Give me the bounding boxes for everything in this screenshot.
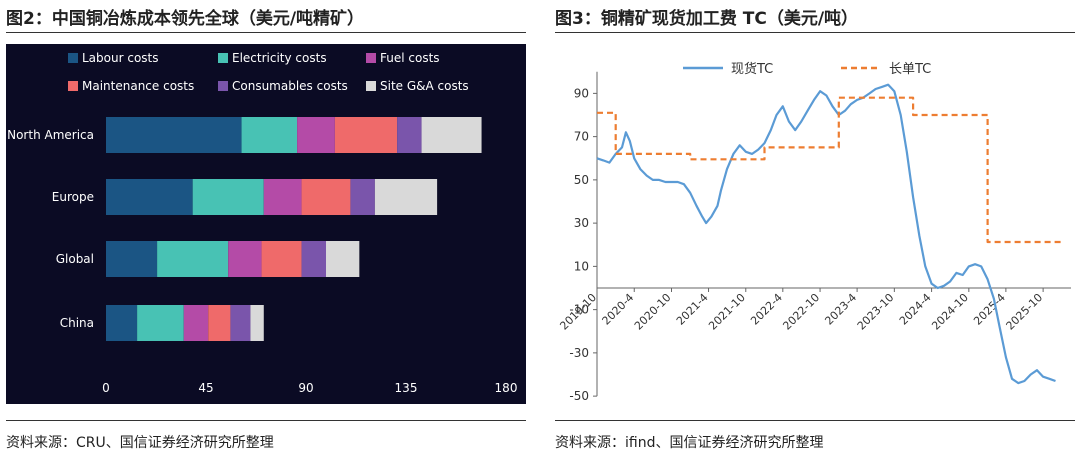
x-tick-label: 2025-4 <box>971 291 1008 328</box>
bar-segment <box>241 117 298 153</box>
category-label: Global <box>56 252 94 266</box>
legend-label: Electricity costs <box>232 51 327 65</box>
left-chart-title: 图2：中国铜冶炼成本领先全球（美元/吨精矿） <box>6 9 365 29</box>
y-tick-label: -30 <box>569 346 589 360</box>
right-source-rule <box>555 420 1075 421</box>
x-tick-label: 2024-4 <box>897 291 934 328</box>
x-tick-label: 180 <box>495 381 518 395</box>
right-chart-title: 图3：铜精矿现货加工费 TC（美元/吨） <box>555 9 859 29</box>
bar-segment <box>301 179 351 215</box>
bar-segment <box>106 117 242 153</box>
y-tick-label: -50 <box>569 389 589 403</box>
bar-segment <box>157 241 229 277</box>
x-tick-label: 2023-4 <box>822 291 859 328</box>
legend-swatch <box>366 53 376 63</box>
x-tick-label: 2024-10 <box>929 291 971 333</box>
x-tick-label: 2022-4 <box>748 291 785 328</box>
x-tick-label: 90 <box>298 381 313 395</box>
legend-swatch <box>68 81 78 91</box>
category-label: China <box>60 316 94 330</box>
bar-segment <box>334 117 398 153</box>
bar-segment <box>261 241 302 277</box>
x-tick-label: 0 <box>102 381 110 395</box>
y-tick-label: 70 <box>574 130 589 144</box>
x-tick-label: 2023-10 <box>855 291 897 333</box>
bar-segment <box>230 305 251 341</box>
legend-label: Site G&A costs <box>380 79 469 93</box>
right-source-note: 资料来源：ifind、国信证券经济研究所整理 <box>555 435 824 451</box>
x-tick-label: 2021-4 <box>674 291 711 328</box>
bar-segment <box>350 179 375 215</box>
bar-segment <box>397 117 422 153</box>
bar-segment <box>250 305 264 341</box>
bar-segment <box>297 117 335 153</box>
chart-background <box>6 44 526 404</box>
x-tick-label: 2020-4 <box>600 291 637 328</box>
left-source-rule <box>6 420 526 421</box>
legend-label: Labour costs <box>82 51 159 65</box>
bar-segment <box>263 179 302 215</box>
bar-segment <box>421 117 482 153</box>
left-source-note: 资料来源：CRU、国信证券经济研究所整理 <box>6 435 274 451</box>
category-label: Europe <box>52 190 94 204</box>
spot-tc-line <box>596 83 1056 385</box>
x-tick-label: 45 <box>198 381 213 395</box>
legend-label: Fuel costs <box>380 51 440 65</box>
legend-swatch <box>218 53 228 63</box>
stacked-bar-chart: Labour costs Electricity costs Fuel costs M… <box>6 44 526 404</box>
x-tick-label: 2025-10 <box>1004 291 1046 333</box>
legend-swatch <box>366 81 376 91</box>
legend-label: Maintenance costs <box>82 79 194 93</box>
bar-segment <box>183 305 209 341</box>
y-tick-label: 50 <box>574 173 589 187</box>
bar-segment <box>326 241 360 277</box>
bar-segment <box>228 241 262 277</box>
bar-segment <box>301 241 326 277</box>
bar-segment <box>192 179 264 215</box>
bar-segment <box>106 241 158 277</box>
y-tick-label: 30 <box>574 216 589 230</box>
left-title-rule <box>6 32 526 33</box>
y-tick-label: 90 <box>574 86 589 100</box>
x-tick-label: 2019-10 <box>557 291 599 333</box>
legend-swatch <box>218 81 228 91</box>
category-label: North America <box>7 128 94 142</box>
y-tick-label: -10 <box>569 303 589 317</box>
legend-swatch <box>68 53 78 63</box>
x-tick-label: 2021-10 <box>706 291 748 333</box>
bar-segment <box>106 179 193 215</box>
legend-label: 长单TC <box>889 62 931 77</box>
x-tick-label: 135 <box>395 381 418 395</box>
bar-segment <box>106 305 138 341</box>
legend-label: Consumables costs <box>232 79 348 93</box>
contract-tc-line <box>597 96 1062 244</box>
legend-label: 现货TC <box>731 61 773 77</box>
bar-segment <box>374 179 438 215</box>
right-title-rule <box>555 32 1075 33</box>
bar-segment <box>208 305 231 341</box>
bar-segment <box>137 305 184 341</box>
y-tick-label: 10 <box>574 259 589 273</box>
x-tick-label: 2020-10 <box>632 291 674 333</box>
x-tick-label: 2022-10 <box>780 291 822 333</box>
